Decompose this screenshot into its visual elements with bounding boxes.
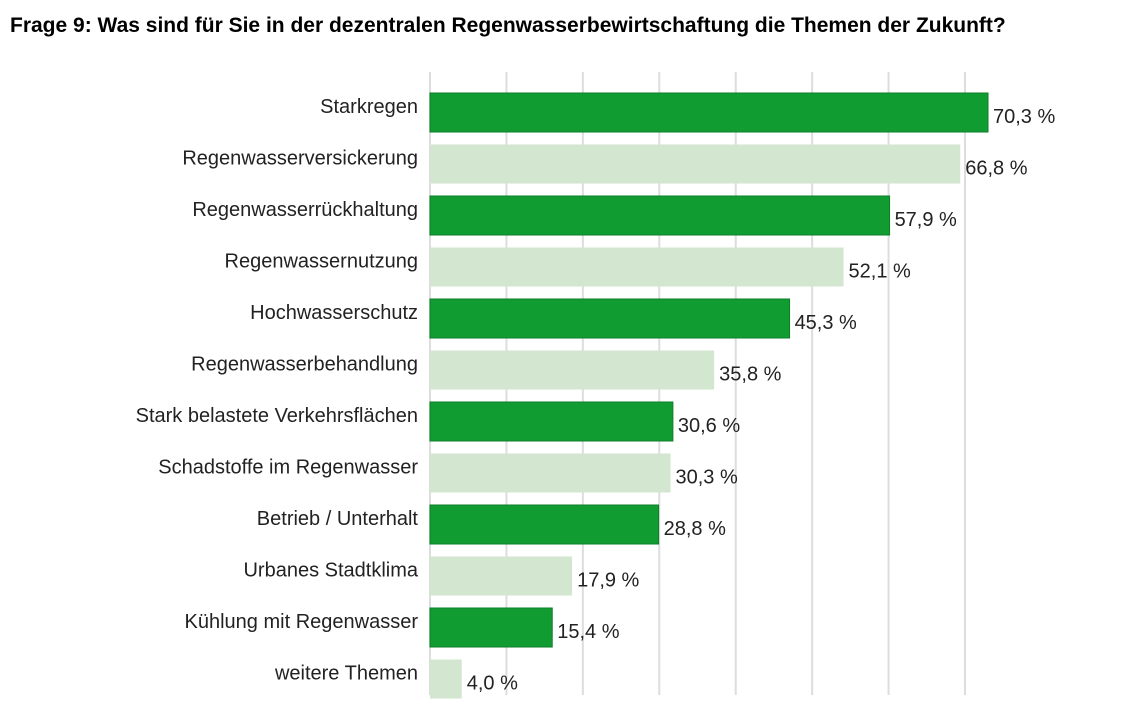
bar — [430, 247, 844, 287]
bar — [429, 92, 989, 133]
category-label: weitere Themen — [274, 663, 418, 685]
value-label: 15,4 % — [557, 621, 619, 643]
bar — [430, 556, 573, 596]
bar — [429, 298, 791, 339]
value-label: 30,3 % — [676, 467, 738, 489]
value-label: 28,8 % — [664, 518, 726, 540]
value-label: 30,6 % — [678, 415, 740, 437]
bar — [430, 144, 961, 184]
category-label: Stark belastete Verkehrsflächen — [136, 405, 418, 427]
category-label: Schadstoffe im Regenwasser — [158, 457, 418, 479]
category-label: Starkregen — [320, 96, 418, 118]
bar — [429, 504, 660, 545]
category-label: Betrieb / Unterhalt — [257, 508, 419, 530]
bar — [429, 195, 891, 236]
bar — [429, 607, 553, 648]
value-label: 45,3 % — [795, 312, 857, 334]
category-label: Urbanes Stadtklima — [243, 560, 418, 582]
category-label: Regenwasserversickerung — [182, 148, 418, 170]
value-label: 17,9 % — [577, 570, 639, 592]
category-label: Regenwasserbehandlung — [191, 354, 418, 376]
value-label: 66,8 % — [965, 158, 1027, 180]
bar — [430, 350, 715, 390]
value-label: 52,1 % — [849, 261, 911, 283]
value-label: 4,0 % — [467, 673, 518, 695]
category-label: Regenwasserrückhaltung — [192, 199, 418, 221]
bar — [430, 659, 462, 699]
category-label: Kühlung mit Regenwasser — [185, 611, 419, 633]
category-label: Hochwasserschutz — [250, 302, 418, 324]
bar — [430, 453, 671, 493]
value-label: 70,3 % — [993, 106, 1055, 128]
value-label: 35,8 % — [719, 364, 781, 386]
bar — [429, 401, 674, 442]
category-label: Regenwassernutzung — [225, 251, 418, 273]
value-label: 57,9 % — [895, 209, 957, 231]
chart-title: Frage 9: Was sind für Sie in der dezentr… — [10, 14, 1006, 37]
